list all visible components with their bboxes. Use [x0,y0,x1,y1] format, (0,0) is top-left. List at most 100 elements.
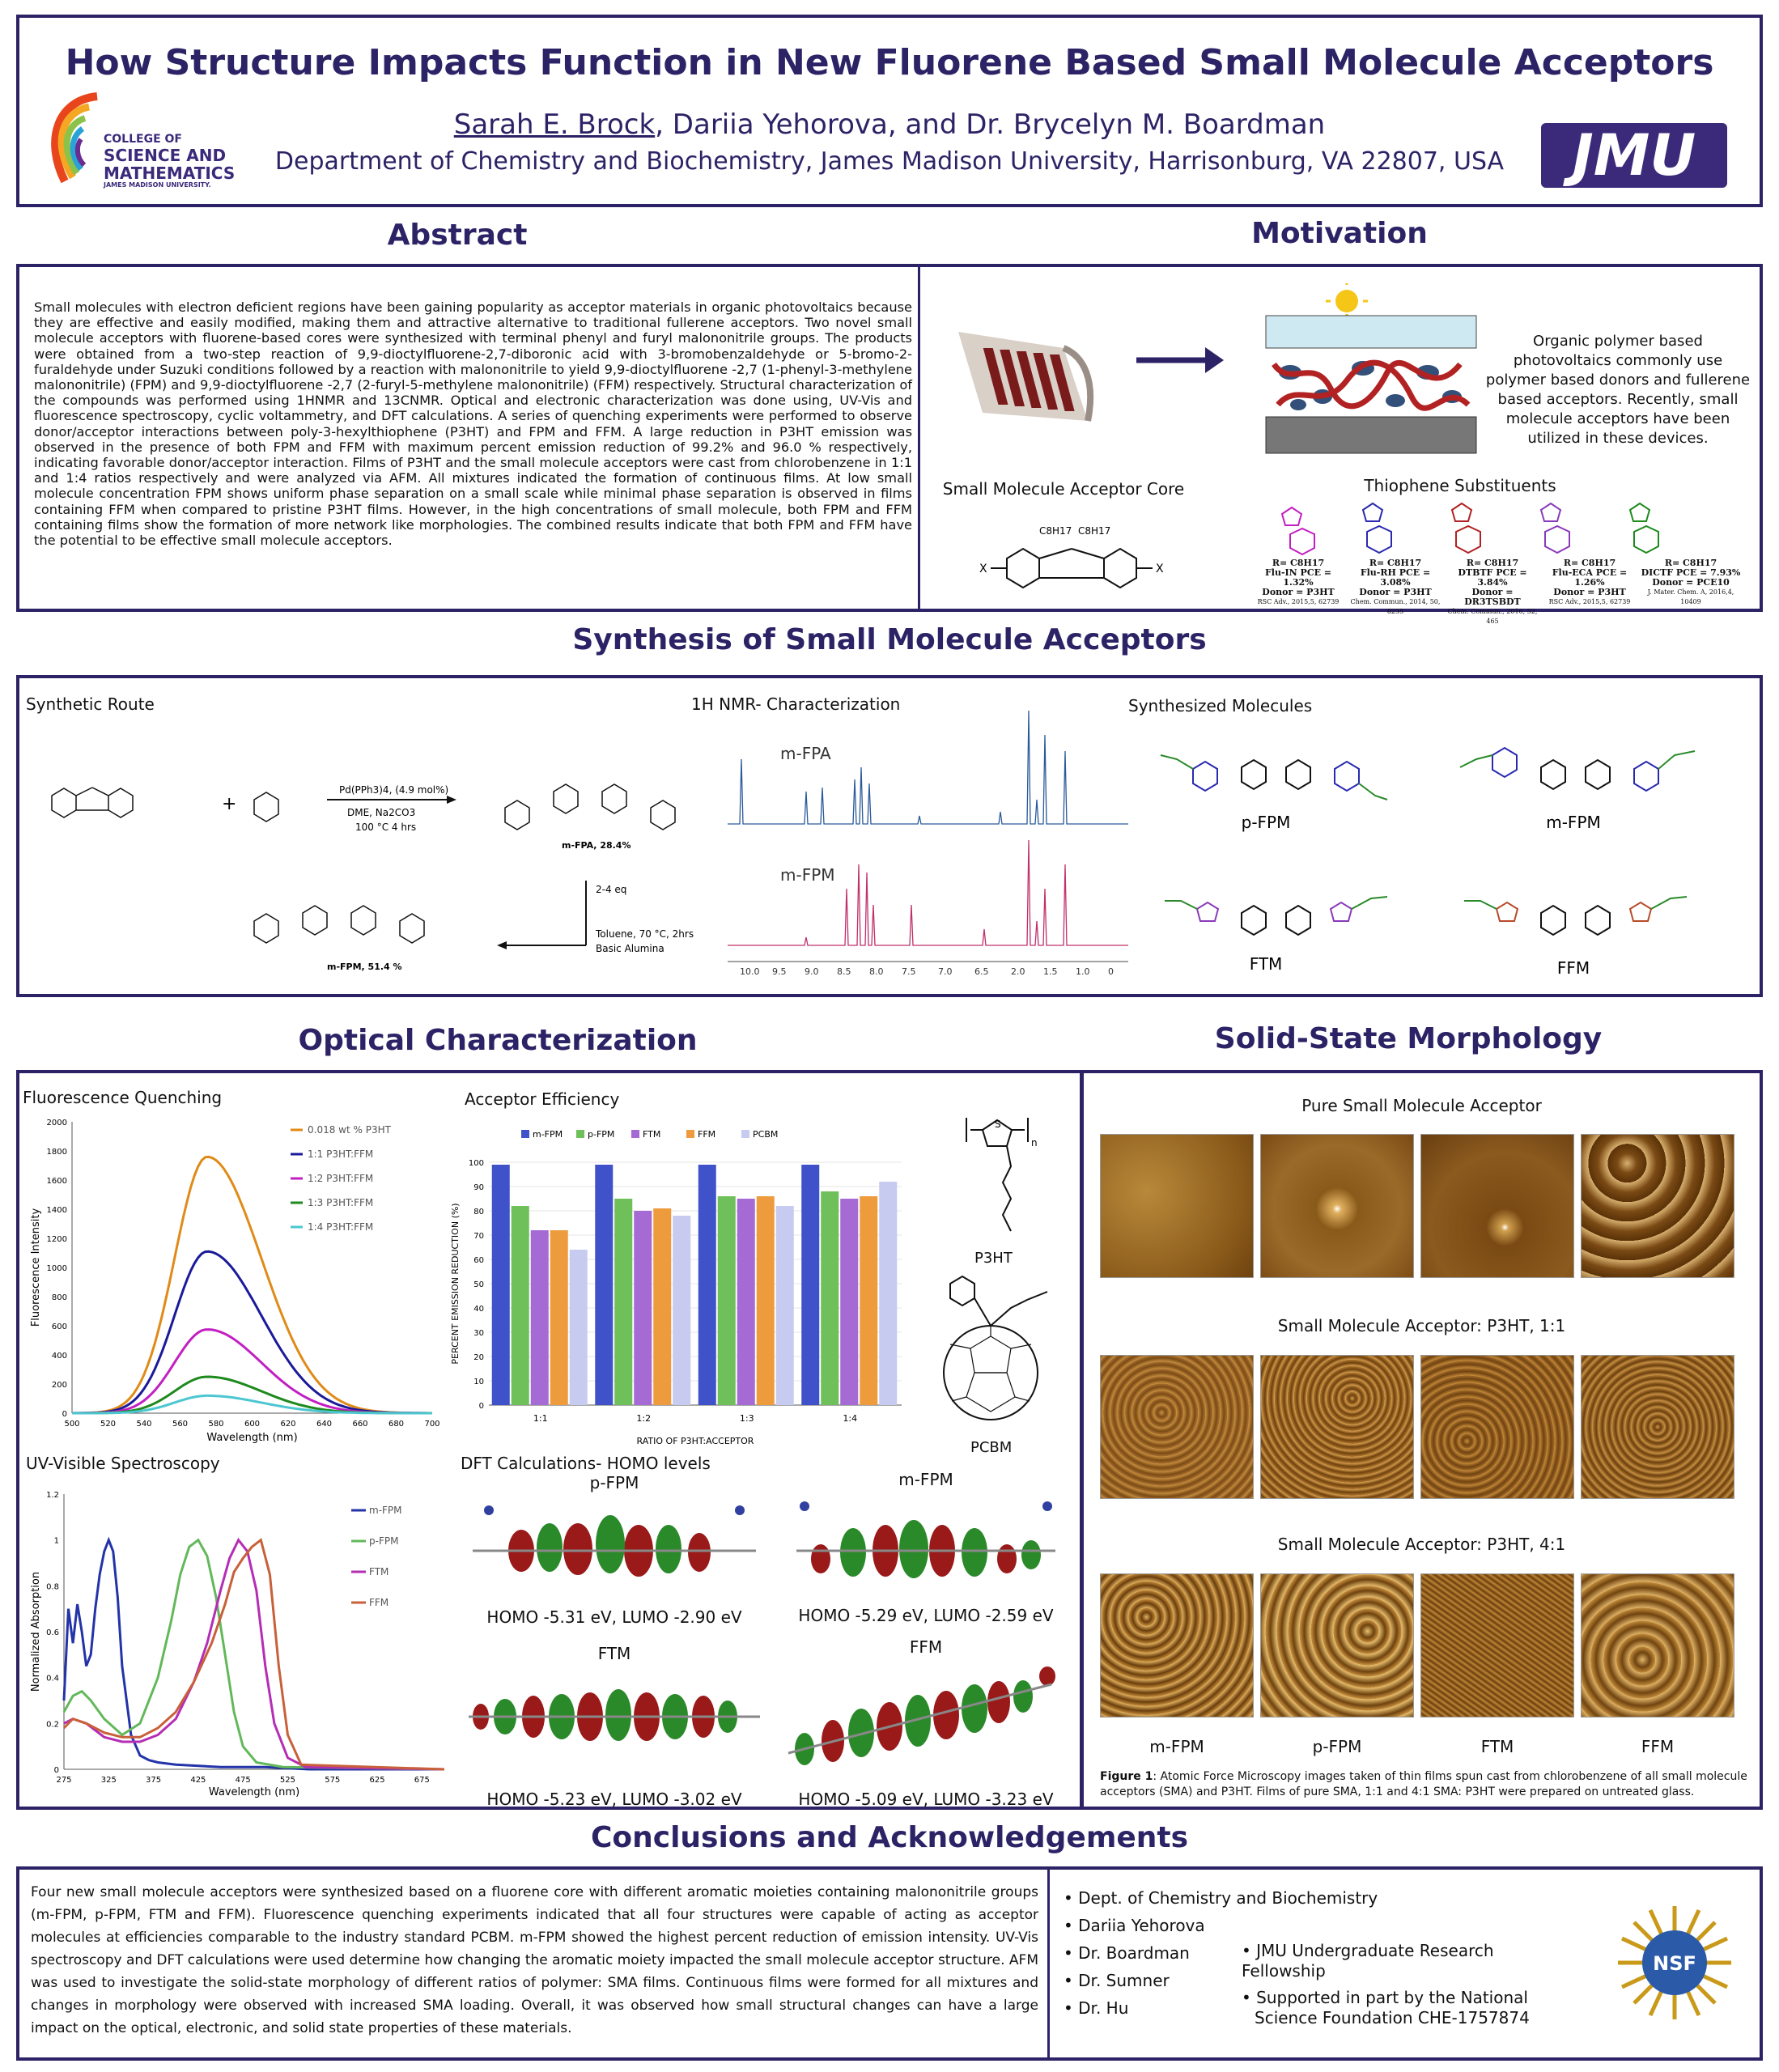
bar [511,1206,529,1405]
bar [801,1165,820,1405]
y-tick-label: 40 [473,1305,484,1314]
legend-label: 0.018 wt % P3HT [308,1124,392,1136]
legend-label: 1:1 P3HT:FFM [308,1149,373,1160]
dft-p-fpm-name: p-FPM [589,1473,639,1492]
y-axis-label: Fluorescence Intensity [30,1208,42,1327]
reagent-1c: 100 °C 4 hrs [355,822,416,833]
afm-pure-m-fpm [1100,1134,1254,1278]
y-tick-label: 1 [54,1537,59,1546]
nmr-trace-1-label: m-FPA [780,744,831,763]
nsf-seal-icon: NSF [1618,1906,1731,2019]
x-tick-label: 620 [280,1420,295,1429]
afm-col-label-ffm: FFM [1641,1737,1675,1756]
ref-5: R= C8H17 DICTF PCE = 7.93% Donor = PCE10 J.… [1641,558,1741,606]
y-tick-label: 0 [62,1410,67,1419]
fluorescence-label: Fluorescence Quenching [23,1088,223,1107]
bar [634,1211,652,1405]
afm-caption: Figure 1: Atomic Force Microscopy images… [1100,1769,1747,1800]
legend-label: FFM [369,1597,388,1608]
bar [569,1250,588,1405]
series-line [72,1394,432,1415]
dft-p-fpm: p-FPM HOMO -5.31 eV, LUMO -2.90 eV [456,1470,772,1632]
bar [698,1165,716,1405]
legend-label: FTM [369,1566,388,1577]
dft-m-fpm-orbital [796,1501,1055,1578]
nmr-tick-11: 0 [1108,966,1114,977]
fluorene-core-structure: X X C8H17 C8H17 [979,525,1164,589]
x-tick-label: 1:2 [636,1413,651,1424]
motivation-text: Organic polymer based photovoltaics comm… [1485,333,1751,447]
bar [717,1196,736,1405]
afm-1to1-m-fpm [1100,1355,1254,1499]
thiophene-substituents-structures [1280,502,1659,556]
core-label: Small Molecule Acceptor Core [942,479,1185,499]
dft-ftm: FTM HOMO -5.23 eV, LUMO -3.02 eV [456,1644,772,1814]
x-tick-label: 1:1 [533,1413,548,1424]
legend-label: 1:2 P3HT:FFM [308,1173,373,1184]
afm-row-label-pure: Pure Small Molecule Acceptor [1301,1096,1542,1115]
afm-1to1-p-fpm [1260,1355,1414,1499]
conclusions-heading: Conclusions and Acknowledgements [590,1821,1189,1854]
abstract-divider [918,267,920,609]
ref-2: R= C8H17 Flu-RH PCE = 3.08% Donor = P3HT Ch… [1350,558,1441,616]
pcbm-label: PCBM [970,1439,1013,1456]
afm-col-label-ftm: FTM [1480,1737,1514,1756]
afm-caption-text: : Atomic Force Microscopy images taken o… [1100,1770,1747,1798]
core-octyl-right: C8H17 [1078,525,1110,537]
nmr-tick-7: 6.5 [974,966,989,977]
y-tick-label: 30 [473,1329,484,1338]
y-tick-label: 1.2 [46,1491,59,1500]
ack-funding-item: • Supported in part by the National Scie… [1242,1988,1530,2027]
uv-vis-label: UV-Visible Spectroscopy [26,1454,220,1473]
y-tick-label: 0.4 [46,1675,59,1684]
nmr-tick-2: 9.0 [805,966,819,977]
legend-label: p-FPM [369,1535,398,1547]
series-line [62,1536,444,1771]
bar [673,1216,691,1405]
jmu-logo: JMU [1541,123,1727,188]
college-logo: COLLEGE OF SCIENCE AND MATHEMATICS JAMES… [40,92,275,189]
afm-row-label-1-1: Small Molecule Acceptor: P3HT, 1:1 [1277,1316,1566,1335]
afm-col-label-m-fpm: m-FPM [1149,1737,1204,1756]
y-tick-label: 100 [469,1159,484,1168]
x-tick-label: 1:4 [843,1413,857,1424]
co-authors: , Dariia Yehorova, and Dr. Brycelyn M. B… [655,108,1326,141]
bar [756,1196,775,1405]
fluorescence-quenching-chart: 500 520 540 560 580 600 620 640 660 680 700 0 200 400… [30,1119,440,1444]
bar [860,1196,878,1405]
x-tick-label: 475 [236,1776,251,1785]
y-tick-label: 1200 [47,1235,67,1244]
x-tick-label: 625 [370,1776,385,1785]
dft-label: DFT Calculations- HOMO levels [461,1454,711,1473]
poster-title: How Structure Impacts Function in New Fl… [65,42,1714,83]
afm-4to1-p-fpm [1260,1573,1414,1717]
synthesis-panel: Synthetic Route + Pd(PPh3)4, (4.9 mol%) … [16,675,1763,997]
logo-line-2: SCIENCE AND [104,146,227,165]
device-schematic [1242,280,1484,469]
y-tick-label: 50 [473,1280,484,1289]
mol-label-p-fpm: p-FPM [1242,813,1291,832]
bar [821,1191,839,1405]
y-tick-label: 0.6 [46,1628,59,1637]
pcbm-structure: PCBM [934,1267,1072,1462]
nmr-tick-1: 9.5 [772,966,787,977]
afm-1to1-ffm [1581,1355,1734,1499]
nsf-logo: NSF [1614,1902,1735,2023]
legend-label: m-FPM [533,1129,563,1140]
logo-line-4: JAMES MADISON UNIVERSITY. [104,181,211,189]
ack-item: • Dept. of Chemistry and Biochemistry [1064,1888,1378,1908]
conclusions-panel: Four new small molecule acceptors were s… [16,1866,1763,2061]
bar [491,1165,510,1405]
nmr-spectra: m-FPA m-FPM 10.0 9.5 9.0 8.5 8.0 7.5 7.0… [728,710,1128,977]
dft-ftm-energies: HOMO -5.23 eV, LUMO -3.02 eV [486,1790,742,1809]
ack-right-list: • JMU Undergraduate Research Fellowship … [1242,1941,1557,2028]
y-tick-label: 2000 [47,1119,67,1127]
dft-ftm-orbital [469,1689,760,1741]
right-arrow-icon [1136,347,1224,373]
nmr-tick-0: 10.0 [740,966,760,977]
abstract-motivation-panel: Small molecules with electron deficient … [16,264,1763,625]
dft-m-fpm-name: m-FPM [898,1470,953,1489]
dft-ffm: FFM HOMO -5.09 eV, LUMO -3.23 eV [772,1637,1080,1814]
legend-swatch [576,1130,584,1138]
